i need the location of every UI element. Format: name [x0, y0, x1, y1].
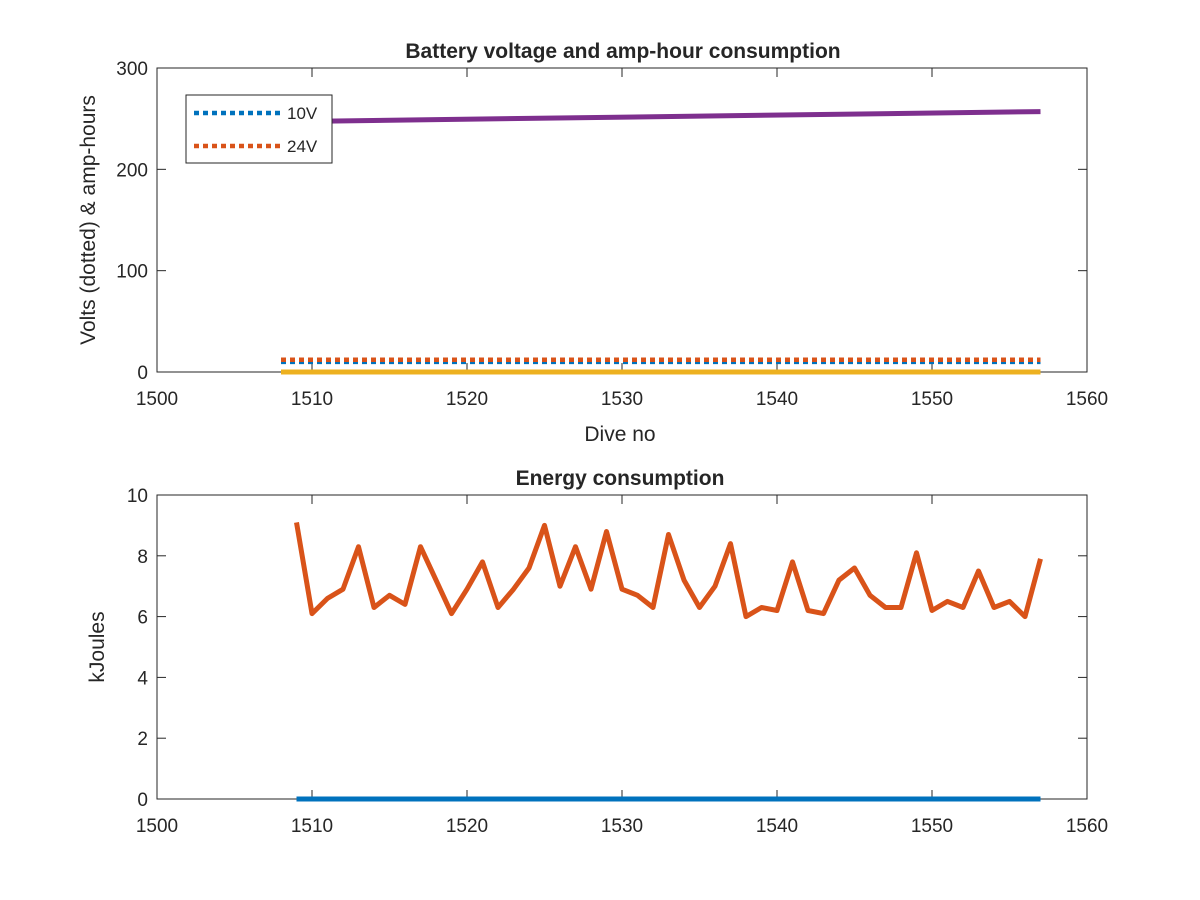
energy-plot-title: Energy consumption: [516, 467, 725, 490]
legend-label-24v: 24V: [287, 137, 318, 156]
battery-plot-series-purple: [280, 109, 1041, 125]
energy-plot-xtick-label: 1540: [756, 816, 798, 837]
energy-plot-xtick-label: 1550: [911, 816, 953, 837]
energy-plot-ytick-label: 2: [137, 729, 148, 750]
battery-plot-legend: 10V 24V: [185, 94, 333, 164]
battery-plot-xtick-label: 1560: [1066, 389, 1108, 410]
energy-plot-ytick-label: 6: [137, 608, 148, 629]
energy-plot: 1500 1510 1520 1530 1540 1550 1560 0 2 4 6 8 10 Energ…: [86, 467, 1108, 837]
battery-plot-title: Battery voltage and amp-hour consumption: [405, 40, 840, 63]
battery-plot-xtick-label: 1550: [911, 389, 953, 410]
battery-plot-xtick-label: 1530: [601, 389, 643, 410]
battery-plot-ytick-label: 200: [116, 160, 148, 181]
energy-plot-xtick-label: 1500: [136, 816, 178, 837]
battery-plot-xtick-label: 1510: [291, 389, 333, 410]
battery-plot-xlabel: Dive no: [584, 423, 655, 446]
energy-plot-axes-box: [156, 494, 1088, 800]
energy-plot-xtick-label: 1510: [291, 816, 333, 837]
energy-plot-xtick-label: 1520: [446, 816, 488, 837]
battery-plot-ylabel: Volts (dotted) & amp-hours: [77, 95, 100, 345]
energy-plot-ylabel: kJoules: [86, 611, 109, 682]
energy-plot-xtick-label: 1530: [601, 816, 643, 837]
battery-plot-ytick-label: 300: [116, 59, 148, 80]
legend-box: [185, 94, 333, 164]
energy-plot-ytick-label: 10: [127, 486, 148, 507]
energy-plot-ytick-label: 4: [137, 668, 148, 689]
energy-plot-ytick-label: 8: [137, 547, 148, 568]
legend-label-10v: 10V: [287, 104, 318, 123]
battery-plot-ytick-label: 0: [137, 363, 148, 384]
battery-plot-xtick-label: 1540: [756, 389, 798, 410]
battery-plot-ytick-label: 100: [116, 262, 148, 283]
battery-plot-xtick-label: 1520: [446, 389, 488, 410]
battery-plot-xtick-label: 1500: [136, 389, 178, 410]
energy-plot-xtick-label: 1560: [1066, 816, 1108, 837]
energy-plot-ytick-label: 0: [137, 790, 148, 811]
energy-plot-series-orange: [294, 521, 1043, 620]
